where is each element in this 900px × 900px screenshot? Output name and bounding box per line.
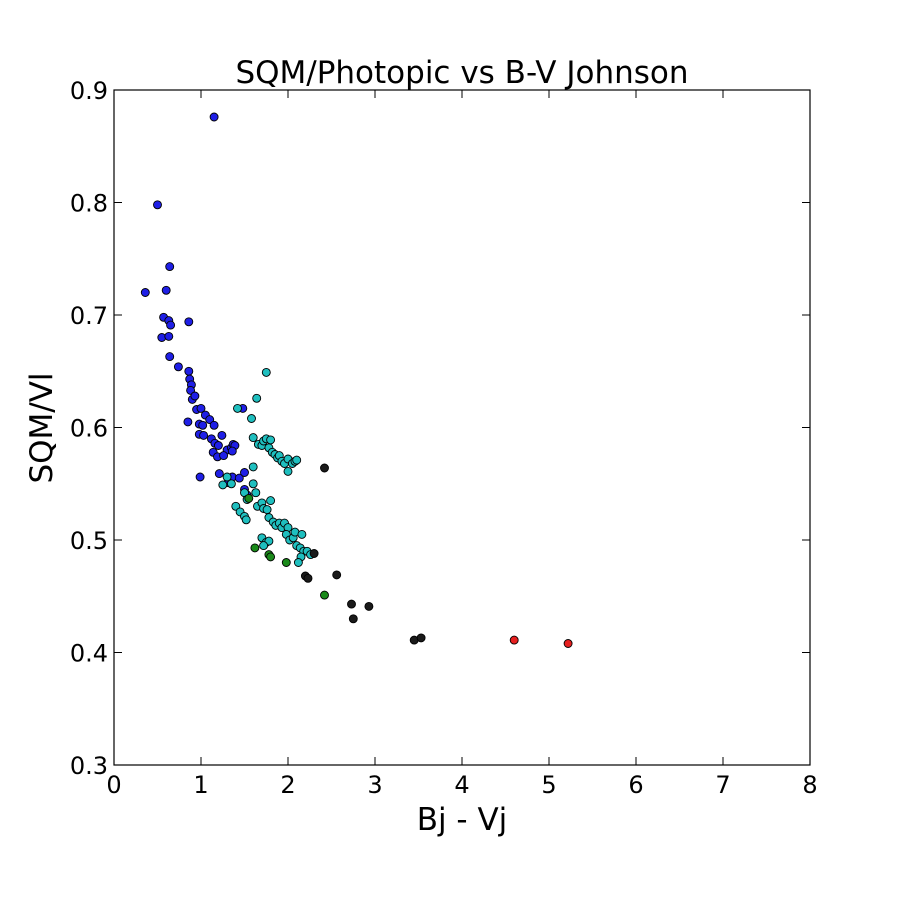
data-point [184, 317, 194, 327]
data-point [251, 488, 261, 498]
data-point [209, 420, 219, 430]
data-point [241, 515, 251, 525]
data-point [261, 367, 271, 377]
data-point [252, 393, 262, 403]
y-tick-label: 0.4 [70, 640, 108, 668]
data-point [199, 430, 209, 440]
data-point [218, 480, 228, 490]
y-tick-label: 0.3 [70, 752, 108, 780]
x-tick-label: 1 [193, 771, 208, 799]
data-point [303, 573, 313, 583]
data-point [348, 614, 358, 624]
data-point [320, 590, 329, 600]
data-point [183, 417, 193, 427]
data-point [165, 262, 175, 272]
data-point [153, 200, 162, 210]
data-point [293, 558, 303, 567]
data-point [244, 493, 254, 503]
data-point [250, 543, 260, 553]
data-point [226, 479, 236, 489]
data-point [247, 414, 256, 423]
x-tick-label: 4 [454, 771, 469, 799]
data-point [416, 633, 426, 643]
tick-group: 0 1 2 3 4 5 6 7 8 0.3 0.4 0.5 0.6 0.7 0.8 0.9 [70, 77, 818, 799]
data-point [161, 285, 171, 295]
x-axis-label: Bj - Vj [417, 802, 508, 838]
data-point [140, 288, 150, 297]
data-point [262, 505, 272, 515]
data-point [196, 403, 206, 413]
data-point [283, 466, 293, 476]
data-point [209, 112, 219, 122]
data-point [227, 446, 237, 456]
chart-title: SQM/Photopic vs B-V Johnson [235, 55, 688, 91]
data-point [213, 441, 223, 450]
data-point [173, 362, 183, 372]
y-tick-label: 0.5 [70, 527, 108, 555]
data-point [165, 352, 175, 362]
y-tick-label: 0.8 [70, 190, 108, 218]
y-tick-label: 0.6 [70, 415, 108, 443]
y-tick-label: 0.7 [70, 302, 108, 330]
data-point [248, 462, 258, 472]
data-point [248, 479, 258, 489]
data-point [198, 420, 208, 430]
data-point [266, 496, 276, 506]
x-tick-label: 6 [628, 771, 643, 799]
data-point [332, 570, 342, 580]
data-points [140, 112, 573, 648]
data-point [164, 331, 174, 341]
x-tick-label: 5 [541, 771, 556, 799]
data-point [320, 463, 329, 473]
data-point [266, 435, 276, 445]
y-axis-label: SQM/Vl [24, 372, 60, 483]
data-point [184, 366, 194, 376]
data-point [240, 468, 249, 477]
x-tick-label: 0 [106, 771, 121, 799]
data-point [217, 430, 227, 440]
data-point [248, 433, 258, 443]
data-point [219, 451, 229, 461]
data-point [309, 549, 319, 558]
y-tick-label: 0.9 [70, 77, 108, 105]
data-point [292, 455, 302, 465]
x-tick-label: 8 [802, 771, 817, 799]
data-point [214, 469, 224, 479]
data-point [266, 552, 276, 562]
data-point [234, 473, 244, 483]
x-tick-label: 7 [715, 771, 730, 799]
data-point [297, 529, 307, 539]
data-point [347, 599, 356, 609]
x-tick-label: 3 [367, 771, 382, 799]
data-point [259, 541, 269, 551]
data-point [190, 391, 200, 401]
data-point [563, 639, 573, 648]
data-point [195, 472, 205, 482]
plot-frame [113, 89, 811, 766]
data-point [509, 635, 519, 645]
x-tick-label: 2 [280, 771, 295, 799]
data-point [281, 558, 291, 567]
data-point [364, 601, 374, 611]
data-point [233, 403, 242, 413]
data-point [222, 472, 232, 482]
data-point [166, 320, 176, 330]
